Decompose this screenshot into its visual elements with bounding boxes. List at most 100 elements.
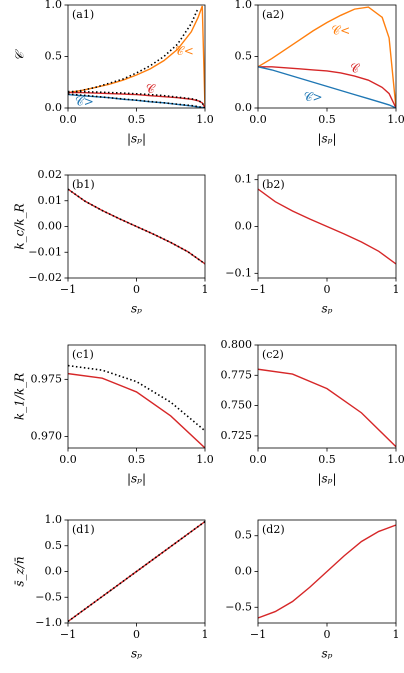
- curve: [258, 524, 396, 619]
- y-tick-label: −1.0: [35, 616, 62, 629]
- y-tick-label: −0.1: [225, 266, 252, 279]
- x-tick-label: 1: [393, 628, 400, 641]
- y-tick-label: 0.0: [235, 565, 253, 578]
- y-axis-label: k_1/k_R: [13, 373, 27, 420]
- y-tick-label: −0.5: [35, 590, 62, 603]
- y-tick-label: −0.02: [28, 271, 62, 284]
- curve: [258, 188, 396, 265]
- curve: [258, 368, 396, 448]
- curve: [258, 66, 396, 108]
- panel-label: (c2): [262, 348, 284, 361]
- panel-label: (c1): [72, 348, 94, 361]
- x-tick-label: 1: [202, 283, 209, 296]
- x-axis-label: |sₚ|: [317, 132, 336, 146]
- panel-label: (d2): [262, 523, 285, 536]
- curve: [68, 5, 205, 108]
- panel-label: (a1): [72, 8, 94, 21]
- curve: [258, 6, 396, 108]
- curve: [68, 372, 205, 448]
- y-tick-label: 0.725: [221, 429, 253, 442]
- x-axis-label: sₚ: [322, 647, 333, 661]
- x-tick-label: 0.5: [318, 453, 336, 466]
- y-axis-label: k_c/k_R: [13, 203, 27, 249]
- x-axis-label: sₚ: [131, 302, 142, 316]
- x-tick-label: 0.5: [128, 113, 146, 126]
- curve: [68, 93, 205, 108]
- x-tick-label: 0.0: [59, 453, 77, 466]
- y-tick-label: 0.0: [235, 220, 253, 233]
- curve: [68, 188, 205, 265]
- axes-frame: [257, 344, 397, 449]
- curve: [68, 520, 205, 623]
- plot-area: [68, 188, 205, 265]
- x-tick-label: 0.0: [249, 453, 267, 466]
- x-axis-label: |sₚ|: [317, 472, 336, 486]
- x-tick-label: 0: [133, 283, 140, 296]
- plot-area: [258, 6, 396, 108]
- y-tick-label: −0.01: [28, 245, 62, 258]
- y-tick-label: 0.975: [31, 372, 63, 385]
- axes-frame: [67, 519, 206, 624]
- axes-frame: [67, 174, 206, 279]
- axes-frame: [67, 4, 206, 109]
- y-tick-label: 1.0: [45, 513, 63, 526]
- y-tick-label: 0.5: [45, 539, 63, 552]
- y-tick-label: 1.0: [45, 0, 63, 11]
- x-tick-label: 0.5: [128, 453, 146, 466]
- curve-label: 𝒞: [146, 82, 156, 96]
- panel-label: (b1): [72, 178, 95, 191]
- y-tick-label: −0.5: [225, 600, 252, 613]
- x-tick-label: 0.5: [318, 113, 336, 126]
- curve: [68, 91, 205, 108]
- curve: [68, 364, 205, 432]
- x-tick-label: 0.0: [59, 113, 77, 126]
- axes-frame: [67, 344, 206, 449]
- y-tick-label: 0.0: [45, 101, 63, 114]
- curve-label: 𝒞<: [331, 23, 350, 37]
- x-tick-label: 1.0: [387, 453, 404, 466]
- curve-label: 𝒞>: [75, 94, 94, 108]
- x-axis-label: |sₚ|: [127, 472, 146, 486]
- y-tick-label: 0.02: [38, 168, 63, 181]
- axes-frame: [257, 519, 397, 624]
- plot-area: [68, 5, 205, 108]
- x-tick-label: 1.0: [196, 113, 214, 126]
- x-tick-label: −1: [250, 628, 266, 641]
- x-tick-label: 1: [202, 628, 209, 641]
- y-tick-label: 0.5: [235, 50, 253, 63]
- x-tick-label: 0: [324, 283, 331, 296]
- panel-label: (a2): [262, 8, 284, 21]
- x-axis-label: sₚ: [322, 302, 333, 316]
- y-tick-label: 0.800: [221, 338, 253, 351]
- axes-frame: [257, 174, 397, 279]
- x-tick-label: −1: [60, 283, 76, 296]
- y-tick-label: 0.5: [235, 529, 253, 542]
- y-tick-label: 0.0: [235, 101, 253, 114]
- y-tick-label: 0.01: [38, 194, 63, 207]
- y-tick-label: 0.0: [45, 565, 63, 578]
- curve-label: 𝒞<: [175, 44, 194, 58]
- panel-label: (b2): [262, 178, 285, 191]
- x-tick-label: −1: [250, 283, 266, 296]
- curve: [258, 66, 396, 108]
- plot-area: [258, 188, 396, 265]
- y-axis-label: s̄_z/n̄: [13, 556, 27, 586]
- plot-area: [68, 520, 205, 623]
- x-tick-label: 1: [393, 283, 400, 296]
- y-tick-label: 0.1: [235, 173, 253, 186]
- x-tick-label: 0: [324, 628, 331, 641]
- plot-area: [258, 524, 396, 619]
- y-axis-label: 𝒞: [13, 49, 27, 61]
- x-tick-label: 1.0: [387, 113, 404, 126]
- panel-label: (d1): [72, 523, 95, 536]
- y-tick-label: 0.750: [221, 399, 253, 412]
- y-tick-label: 0.775: [221, 368, 253, 381]
- x-tick-label: 0: [133, 628, 140, 641]
- x-tick-label: 1.0: [196, 453, 214, 466]
- x-axis-label: |sₚ|: [127, 132, 146, 146]
- plot-area: [258, 368, 396, 448]
- x-tick-label: −1: [60, 628, 76, 641]
- curve-label: 𝒞>: [304, 90, 323, 104]
- y-tick-label: 0.00: [38, 220, 63, 233]
